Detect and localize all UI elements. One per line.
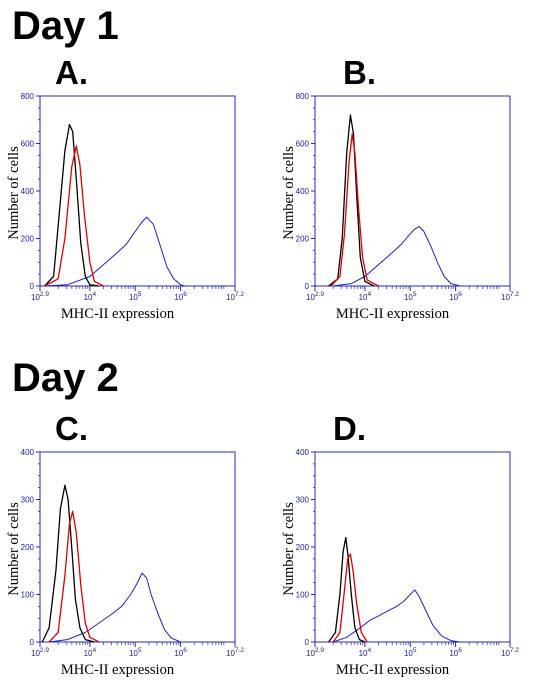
x-tick-label: 102.9 bbox=[306, 291, 324, 302]
y-tick-label: 400 bbox=[296, 187, 310, 196]
y-tick-label: 600 bbox=[21, 140, 35, 149]
series-line-black bbox=[41, 484, 95, 643]
panel-d: D. 0 100 200 300 400 102.9 104 105 106 107.2 Numbe… bbox=[275, 412, 545, 678]
y-axis-label: Number of cells bbox=[6, 502, 22, 596]
y-axis-label: Number of cells bbox=[6, 146, 22, 240]
x-tick-label: 102.9 bbox=[31, 291, 49, 302]
histogram-plot-c: 0 100 200 300 400 102.9 104 105 106 107.2 Number o… bbox=[6, 448, 244, 678]
x-tick-label: 102.9 bbox=[31, 647, 49, 658]
y-tick-label: 200 bbox=[21, 235, 35, 244]
y-axis-label: Number of cells bbox=[281, 502, 297, 596]
y-tick-label: 800 bbox=[21, 92, 35, 101]
x-tick-label: 106 bbox=[449, 291, 462, 302]
y-tick-label: 400 bbox=[21, 448, 35, 457]
panel-a: A. 0 200 400 600 800 102.9 104 105 106 107.2 Numbe… bbox=[0, 56, 270, 322]
panel-label: C. bbox=[55, 410, 88, 447]
y-tick-label: 200 bbox=[296, 235, 310, 244]
x-tick-label: 105 bbox=[129, 647, 142, 658]
x-tick-label: 105 bbox=[404, 291, 417, 302]
y-tick-label: 100 bbox=[296, 591, 310, 600]
panel-c: C. 0 100 200 300 400 102.9 104 105 106 107.2 Numbe… bbox=[0, 412, 270, 678]
series-line-blue bbox=[332, 589, 461, 643]
y-tick-label: 400 bbox=[296, 448, 310, 457]
x-tick-label: 104 bbox=[84, 291, 97, 302]
panel-label: A. bbox=[55, 54, 88, 91]
x-axis-label: MHC-II expression bbox=[61, 306, 175, 322]
histogram-plot-a: 0 200 400 600 800 102.9 104 105 106 107.2 Number o… bbox=[6, 92, 244, 322]
x-tick-label: 104 bbox=[84, 647, 97, 658]
y-tick-label: 200 bbox=[21, 543, 35, 552]
x-tick-label: 107.2 bbox=[226, 647, 244, 658]
x-axis-label: MHC-II expression bbox=[336, 306, 450, 322]
x-tick-label: 106 bbox=[449, 647, 462, 658]
panel-label: B. bbox=[343, 54, 376, 91]
y-tick-label: 200 bbox=[296, 543, 310, 552]
y-axis-label: Number of cells bbox=[281, 146, 297, 240]
series-line-blue bbox=[333, 226, 461, 287]
y-tick-label: 300 bbox=[296, 496, 310, 505]
x-tick-label: 107.2 bbox=[501, 647, 519, 658]
x-tick-label: 106 bbox=[174, 291, 187, 302]
x-tick-label: 104 bbox=[359, 291, 372, 302]
series-line-black bbox=[44, 123, 100, 287]
x-tick-label: 107.2 bbox=[226, 291, 244, 302]
x-tick-label: 106 bbox=[174, 647, 187, 658]
y-tick-label: 400 bbox=[21, 187, 35, 196]
panel-b: B. 0 200 400 600 800 102.9 104 105 106 107.2 Numbe… bbox=[275, 56, 545, 322]
series-line-blue bbox=[44, 216, 186, 287]
y-tick-label: 800 bbox=[296, 92, 310, 101]
x-tick-label: 102.9 bbox=[306, 647, 324, 658]
day2-heading: Day 2 bbox=[12, 356, 119, 400]
x-tick-label: 105 bbox=[129, 291, 142, 302]
series-line-red bbox=[44, 145, 104, 287]
panel-label: D. bbox=[333, 410, 366, 447]
series-line-red bbox=[332, 553, 368, 643]
series-line-red bbox=[330, 133, 379, 287]
histogram-plot-d: 0 100 200 300 400 102.9 104 105 106 107.2 Number o… bbox=[281, 448, 519, 678]
histogram-plot-b: 0 200 400 600 800 102.9 104 105 106 107.2 Number o… bbox=[281, 92, 519, 322]
x-tick-label: 104 bbox=[359, 647, 372, 658]
y-tick-label: 0 bbox=[30, 638, 35, 647]
y-tick-label: 300 bbox=[21, 496, 35, 505]
plot-frame bbox=[39, 451, 236, 643]
series-line-red bbox=[48, 510, 100, 643]
y-tick-label: 100 bbox=[21, 591, 35, 600]
y-tick-label: 0 bbox=[305, 638, 310, 647]
x-axis-label: MHC-II expression bbox=[336, 662, 450, 678]
series-line-blue bbox=[49, 572, 181, 643]
x-tick-label: 105 bbox=[404, 647, 417, 658]
y-tick-label: 600 bbox=[296, 140, 310, 149]
y-tick-label: 0 bbox=[30, 282, 35, 291]
y-tick-label: 0 bbox=[305, 282, 310, 291]
x-axis-label: MHC-II expression bbox=[61, 662, 175, 678]
day1-heading: Day 1 bbox=[12, 4, 119, 48]
series-line-black bbox=[328, 114, 375, 287]
x-tick-label: 107.2 bbox=[501, 291, 519, 302]
series-line-black bbox=[328, 536, 366, 643]
